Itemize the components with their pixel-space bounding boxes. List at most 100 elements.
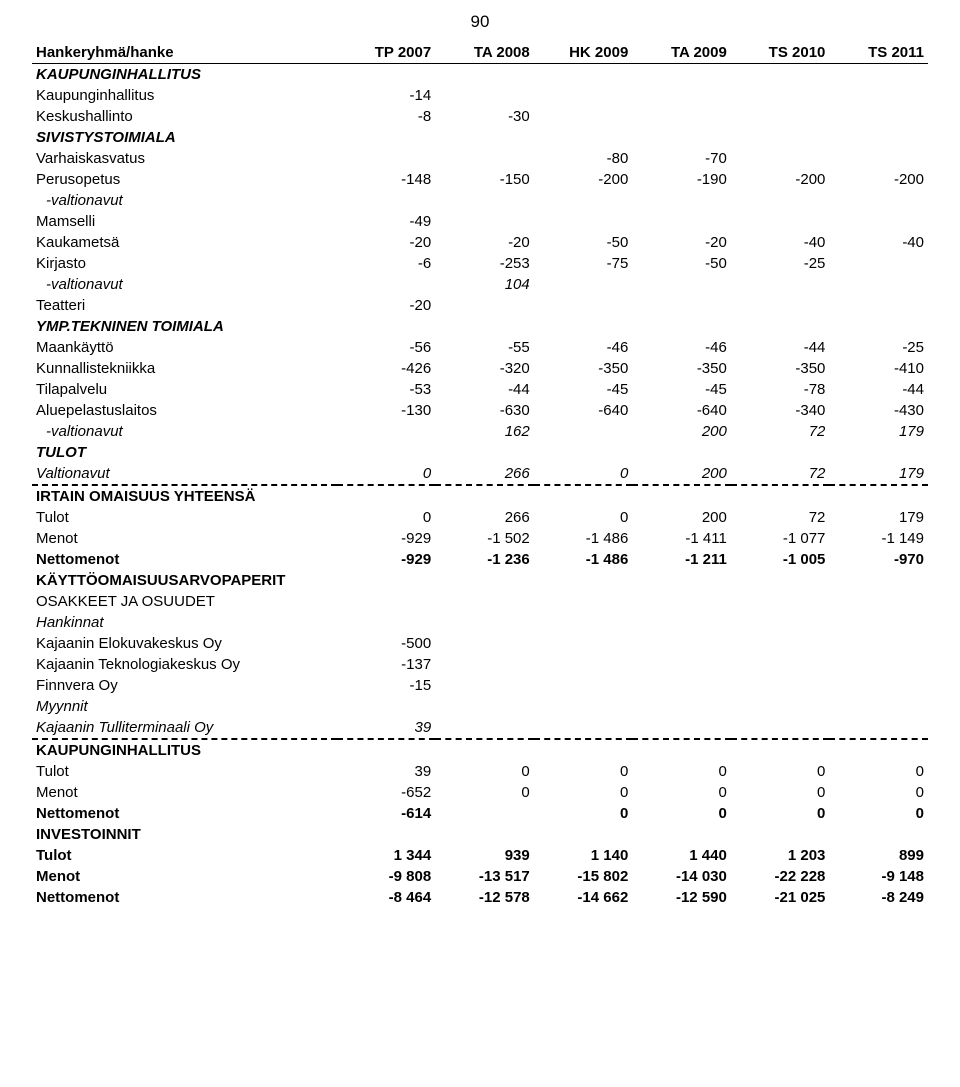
cell-value [731,274,830,295]
cell-value: 72 [731,507,830,528]
cell-value [731,696,830,717]
table-row: Mamselli-49 [32,211,928,232]
cell-value: 0 [829,782,928,803]
cell-value: 0 [632,803,731,824]
cell-value [435,633,534,654]
table-row: TULOT [32,442,928,463]
table-row: Keskushallinto-8-30 [32,106,928,127]
cell-value [829,274,928,295]
table-row: Nettomenot-8 464-12 578-14 662-12 590-21… [32,887,928,908]
cell-value [435,190,534,211]
cell-value: 0 [435,782,534,803]
table-row: Kajaanin Tulliterminaali Oy39 [32,717,928,739]
cell-value [632,485,731,507]
cell-value [829,696,928,717]
table-row: Kajaanin Teknologiakeskus Oy-137 [32,654,928,675]
cell-value [534,190,633,211]
cell-value [337,612,436,633]
cell-value [731,316,830,337]
cell-value: 72 [731,463,830,485]
table-row: Tulot0266020072179 [32,507,928,528]
cell-value: -44 [731,337,830,358]
table-row: Menot-929-1 502-1 486-1 411-1 077-1 149 [32,528,928,549]
cell-value [829,106,928,127]
cell-value [632,570,731,591]
col-header: TP 2007 [337,42,436,64]
cell-value [632,633,731,654]
cell-value [337,127,436,148]
cell-value [534,295,633,316]
cell-value [731,739,830,761]
row-label: Tulot [32,761,337,782]
cell-value: -15 [337,675,436,696]
cell-value: -53 [337,379,436,400]
cell-value: -45 [534,379,633,400]
cell-value: -20 [337,232,436,253]
cell-value [632,739,731,761]
cell-value: 939 [435,845,534,866]
cell-value: 200 [632,421,731,442]
table-row: -valtionavut [32,190,928,211]
cell-value [731,612,830,633]
row-label: INVESTOINNIT [32,824,337,845]
row-label: YMP.TEKNINEN TOIMIALA [32,316,337,337]
table-row: Tilapalvelu-53-44-45-45-78-44 [32,379,928,400]
cell-value [337,739,436,761]
row-label: Maankäyttö [32,337,337,358]
cell-value [829,739,928,761]
table-row: Tulot3900000 [32,761,928,782]
cell-value [534,570,633,591]
cell-value [829,211,928,232]
cell-value [829,442,928,463]
cell-value [435,591,534,612]
table-row: -valtionavut104 [32,274,928,295]
cell-value [829,612,928,633]
cell-value: -640 [632,400,731,421]
cell-value [731,717,830,739]
cell-value: 0 [337,507,436,528]
row-label: Kirjasto [32,253,337,274]
cell-value [435,570,534,591]
cell-value: -30 [435,106,534,127]
cell-value: 200 [632,463,731,485]
cell-value: -190 [632,169,731,190]
cell-value: 39 [337,761,436,782]
row-label: Tulot [32,507,337,528]
cell-value [534,633,633,654]
table-row: Maankäyttö-56-55-46-46-44-25 [32,337,928,358]
cell-value: -640 [534,400,633,421]
table-row: Tulot1 3449391 1401 4401 203899 [32,845,928,866]
cell-value [337,190,436,211]
table-row: IRTAIN OMAISUUS YHTEENSÄ [32,485,928,507]
cell-value [632,295,731,316]
cell-value [829,253,928,274]
cell-value [337,570,436,591]
cell-value [829,654,928,675]
cell-value: -44 [435,379,534,400]
cell-value [731,85,830,106]
cell-value: -45 [632,379,731,400]
cell-value: -25 [731,253,830,274]
table-row: Nettomenot-6140000 [32,803,928,824]
row-label: Kunnallistekniikka [32,358,337,379]
cell-value: -50 [534,232,633,253]
table-row: Kaukametsä-20-20-50-20-40-40 [32,232,928,253]
cell-value [435,654,534,675]
cell-value [632,717,731,739]
cell-value [337,591,436,612]
page: 90 Hankeryhmä/hanke TP 2007 TA 2008 HK 2… [0,0,960,932]
cell-value: 0 [632,782,731,803]
cell-value: -630 [435,400,534,421]
cell-value [534,442,633,463]
cell-value: 0 [534,782,633,803]
col-header: TA 2009 [632,42,731,64]
cell-value: -350 [731,358,830,379]
cell-value [534,591,633,612]
cell-value [435,295,534,316]
cell-value: 266 [435,463,534,485]
cell-value [435,316,534,337]
col-header: TA 2008 [435,42,534,64]
cell-value: -12 590 [632,887,731,908]
cell-value [435,211,534,232]
cell-value [435,696,534,717]
